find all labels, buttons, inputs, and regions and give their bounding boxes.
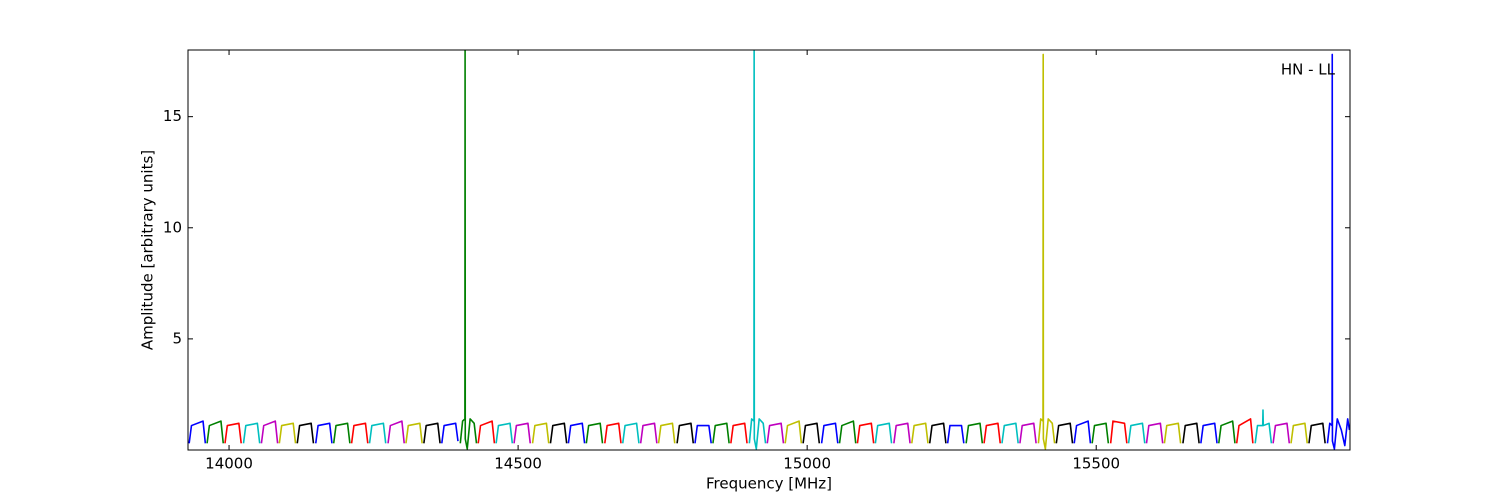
y-tick-label: 15	[163, 107, 182, 125]
y-axis-label: Amplitude [arbitrary units]	[139, 150, 157, 350]
y-tick-label: 10	[163, 218, 182, 236]
axes-frame	[187, 49, 1351, 451]
spectrum-line	[260, 420, 1291, 444]
x-tick-label: 14000	[205, 455, 253, 473]
spectrum-line	[224, 418, 1254, 444]
annotation: HN - LL	[1281, 61, 1336, 79]
spectrum-line	[296, 422, 1326, 444]
spectrum-line	[206, 50, 1236, 450]
x-tick-label: 15000	[783, 455, 831, 473]
spectrum-line	[278, 53, 1309, 450]
x-axis-label: Frequency [MHz]	[706, 475, 832, 493]
plot-area	[188, 50, 1350, 450]
y-tick-label: 5	[172, 329, 182, 347]
spectrum-line	[188, 53, 1350, 450]
x-tick-label: 14500	[494, 455, 542, 473]
x-tick-label: 15500	[1072, 455, 1120, 473]
spectrum-line	[242, 50, 1273, 450]
